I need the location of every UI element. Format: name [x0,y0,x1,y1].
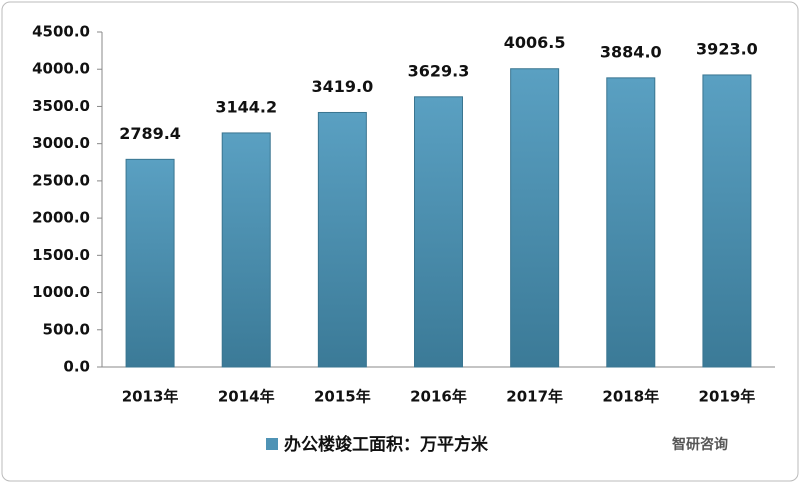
y-tick-label: 500.0 [43,320,90,338]
legend-label: 办公楼竣工面积：万平方米 [284,434,489,455]
bar [414,96,463,368]
legend-marker [266,438,278,450]
y-tick-label: 1000.0 [32,283,90,301]
y-tick-label: 3500.0 [32,97,90,115]
x-tick-label: 2014年 [218,388,275,406]
value-label: 3144.2 [215,97,277,116]
bar [606,77,656,368]
value-label: 2789.4 [119,124,181,143]
x-tick-label: 2018年 [602,388,659,406]
bar [317,111,367,368]
x-tick-label: 2017年 [506,388,563,406]
value-label: 3629.3 [408,61,470,80]
bar [510,68,560,368]
x-tick-label: 2015年 [314,388,371,406]
x-tick-label: 2016年 [410,388,467,406]
y-tick-label: 1500.0 [32,246,90,264]
y-tick-label: 2500.0 [32,171,90,189]
bar [221,132,271,368]
y-tick-label: 4500.0 [32,23,90,41]
y-tick-label: 4000.0 [32,60,90,78]
x-tick-label: 2019年 [699,388,756,406]
value-label: 3923.0 [696,39,758,58]
value-label: 3419.0 [311,77,373,96]
bar [125,158,175,368]
y-tick-label: 2000.0 [32,209,90,227]
y-tick-label: 0.0 [63,358,90,376]
bar [702,74,752,368]
watermark: 智研咨询 [671,436,728,453]
value-label: 3884.0 [600,42,662,61]
y-tick-label: 3000.0 [32,134,90,152]
value-label: 4006.5 [504,33,566,52]
x-tick-label: 2013年 [122,388,179,406]
